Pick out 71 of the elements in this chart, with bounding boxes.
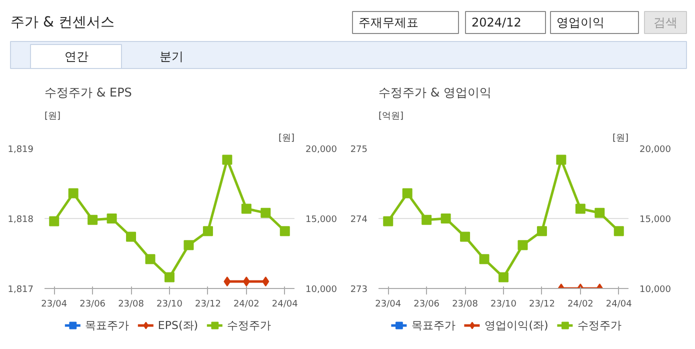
y-tick-label: 275 (350, 145, 368, 155)
point (241, 204, 252, 214)
point (126, 232, 136, 242)
x-tick-label: 24/02 (567, 300, 594, 310)
x-tick-label: 23/08 (118, 300, 144, 310)
x-tick-label: 23/04 (41, 300, 68, 310)
x-tick-label: 23/12 (194, 300, 221, 310)
x-tick-label: 23/12 (528, 300, 555, 310)
y-tick-label: 273 (350, 285, 368, 295)
y-tick-label: 1,818 (8, 215, 34, 225)
y2-axis-title: [원] (278, 134, 295, 144)
x-tick-label: 24/04 (606, 300, 632, 310)
point (202, 226, 213, 236)
text: 2024/12 (472, 16, 522, 30)
point (498, 272, 508, 282)
y2-axis-title: [원] (612, 134, 629, 144)
x-tick-label: 23/04 (375, 300, 402, 310)
point (479, 254, 490, 264)
point (614, 226, 624, 236)
point (49, 216, 60, 226)
point (383, 216, 394, 226)
point (106, 214, 117, 224)
y-axis-title: [원] (44, 112, 61, 122)
text: 주가 & 컨센서스 (10, 14, 114, 30)
y2-tick-label: 10,000 (306, 285, 338, 295)
text: 검색 (654, 16, 678, 30)
y-axis-title: [억원] (378, 112, 404, 122)
y2-tick-label: 15,000 (306, 215, 338, 225)
x-tick-label: 23/10 (156, 300, 183, 310)
text: 분기 (160, 50, 184, 64)
point (422, 214, 432, 225)
legend-label: 수정주가 (227, 318, 272, 332)
y2-tick-label: 10,000 (640, 285, 672, 295)
text: 영업이익 (556, 16, 604, 30)
x-tick-label: 24/02 (233, 300, 260, 310)
point (575, 204, 586, 214)
x-tick-label: 24/04 (272, 300, 298, 310)
x-tick-label: 23/06 (414, 300, 440, 310)
point (556, 154, 566, 165)
x-tick-label: 23/08 (452, 300, 478, 310)
point (536, 226, 547, 236)
point (145, 254, 156, 264)
legend-label: EPS(좌) (158, 318, 198, 332)
point (402, 188, 412, 198)
point (260, 208, 271, 218)
point (222, 154, 232, 165)
legend-label: 수정주가 (577, 318, 622, 332)
point (68, 188, 78, 198)
text: 주재무제표 (358, 16, 418, 30)
point (88, 214, 98, 225)
x-tick-label: 23/06 (80, 300, 106, 310)
point (440, 214, 451, 224)
point (518, 240, 528, 250)
chart-title: 수정주가 & EPS (44, 86, 132, 100)
legend-label: 목표주가 (412, 318, 456, 332)
chart-title: 수정주가 & 영업이익 (378, 86, 492, 100)
y2-tick-label: 20,000 (640, 145, 672, 155)
point (280, 226, 290, 236)
y-tick-label: 274 (350, 215, 368, 225)
y2-tick-label: 20,000 (306, 145, 338, 155)
legend-label: 영업이익(좌) (484, 318, 548, 332)
x-tick-label: 23/10 (490, 300, 517, 310)
point (164, 272, 174, 282)
point (460, 232, 470, 242)
text: 연간 (64, 50, 88, 64)
y-tick-label: 1,819 (8, 145, 34, 155)
point (184, 240, 194, 250)
y-tick-label: 1,817 (8, 285, 34, 295)
legend-label: 목표주가 (84, 318, 129, 332)
point (594, 208, 605, 218)
y2-tick-label: 15,000 (640, 215, 672, 225)
